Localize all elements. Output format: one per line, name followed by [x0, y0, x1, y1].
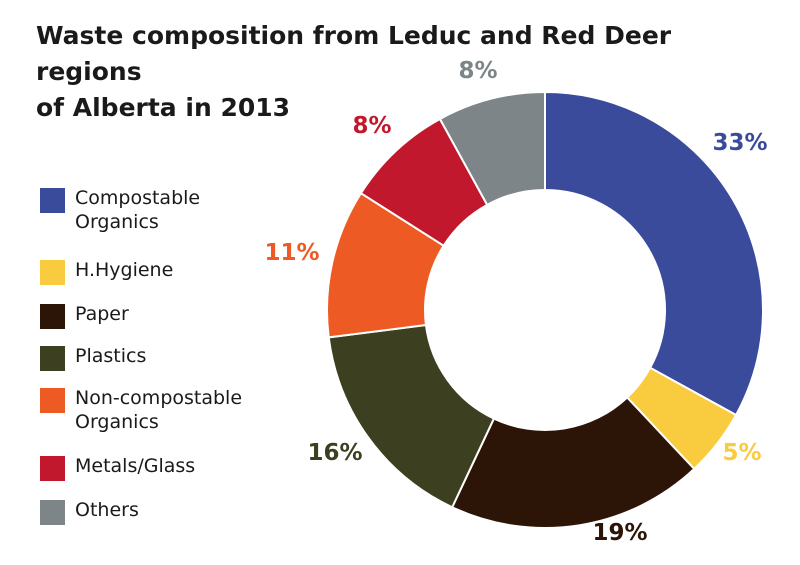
value-label-compostable-organics: 33% — [712, 130, 767, 156]
legend-label-metals-glass: Metals/Glass — [75, 455, 196, 477]
slice-compostable-organics — [544, 90, 764, 417]
slice-others — [438, 90, 546, 207]
chart-title: Waste composition from Leduc and Red Dee… — [36, 18, 776, 126]
value-label-h-hygiene: 5% — [722, 440, 761, 466]
value-label-metals-glass: 8% — [352, 113, 391, 139]
legend-swatch-non-compostable-organics — [40, 388, 65, 413]
legend-label-plastics: Plastics — [75, 345, 147, 367]
legend-label-h-hygiene: H.Hygiene — [75, 259, 174, 281]
legend-swatch-others — [40, 500, 65, 525]
slice-paper — [450, 396, 696, 529]
value-label-non-compostable-organics: 11% — [264, 240, 319, 266]
legend-swatch-metals-glass — [40, 456, 65, 481]
legend-label-paper: Paper — [75, 303, 129, 325]
legend-swatch-compostable-organics — [40, 188, 65, 213]
legend-swatch-plastics — [40, 346, 65, 371]
value-label-plastics: 16% — [307, 440, 362, 466]
legend-label-compostable-organics: Compostable Organics — [75, 187, 201, 233]
chart-title-line-1: Waste composition from Leduc and Red Dee… — [36, 21, 672, 86]
legend-swatch-paper — [40, 304, 65, 329]
chart-title-line-2: of Alberta in 2013 — [36, 93, 291, 122]
value-label-others: 8% — [458, 58, 497, 84]
legend-label-others: Others — [75, 499, 139, 521]
value-label-paper: 19% — [592, 520, 647, 546]
legend-label-non-compostable-organics: Non-compostable Organics — [75, 387, 243, 433]
legend-swatch-h-hygiene — [40, 260, 65, 285]
